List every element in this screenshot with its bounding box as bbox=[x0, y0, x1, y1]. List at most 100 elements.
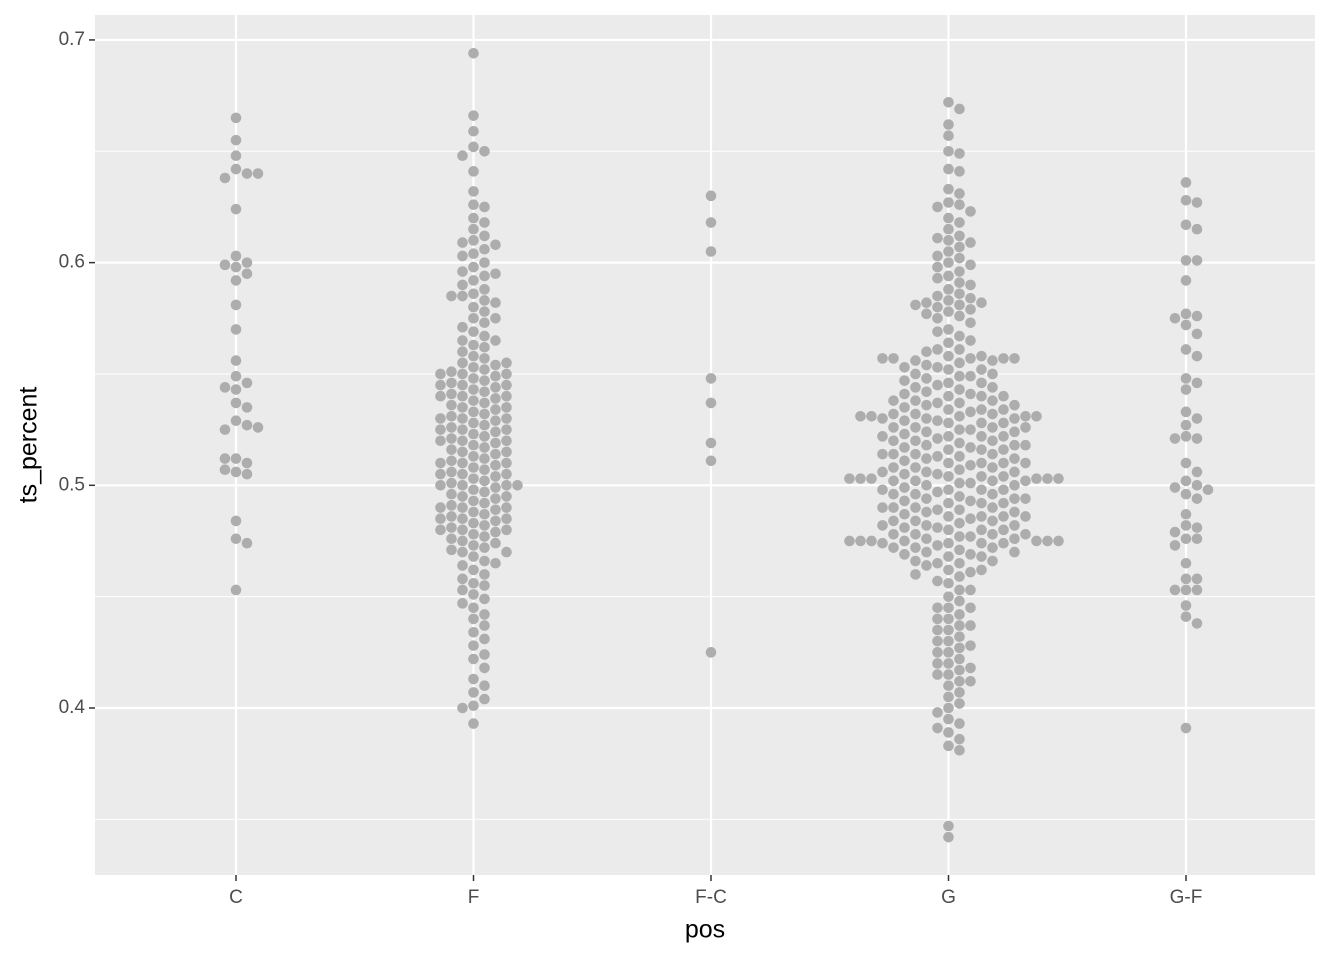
dot bbox=[1009, 493, 1020, 504]
dot bbox=[457, 446, 468, 458]
dot bbox=[1180, 308, 1192, 320]
dot bbox=[468, 125, 479, 137]
dot bbox=[954, 698, 965, 709]
dot bbox=[965, 388, 976, 400]
dot bbox=[1180, 520, 1192, 531]
dot bbox=[910, 542, 921, 553]
dot bbox=[932, 397, 943, 409]
dot bbox=[490, 312, 501, 324]
dot bbox=[219, 259, 231, 271]
dot bbox=[230, 261, 242, 273]
dot bbox=[501, 502, 512, 513]
dot bbox=[435, 513, 446, 525]
dot bbox=[446, 500, 457, 511]
dot bbox=[230, 203, 242, 215]
dot bbox=[932, 647, 943, 658]
dot bbox=[241, 457, 253, 469]
dot bbox=[457, 379, 468, 391]
dot bbox=[932, 540, 943, 551]
dot bbox=[976, 444, 987, 455]
dot bbox=[1191, 197, 1203, 208]
dot bbox=[252, 168, 264, 179]
dot bbox=[468, 439, 479, 451]
dot bbox=[230, 384, 242, 395]
dot bbox=[490, 393, 501, 404]
dot bbox=[479, 295, 490, 306]
dot bbox=[954, 531, 965, 542]
dot bbox=[910, 435, 921, 447]
dot bbox=[490, 515, 501, 527]
dot bbox=[1191, 618, 1203, 629]
dot bbox=[457, 424, 468, 435]
dot bbox=[943, 295, 954, 306]
dot bbox=[998, 417, 1009, 429]
dot bbox=[435, 413, 446, 424]
dot bbox=[943, 235, 954, 246]
dot bbox=[932, 486, 943, 498]
dot bbox=[479, 341, 490, 353]
dot bbox=[877, 484, 888, 496]
dot bbox=[230, 250, 242, 262]
dot bbox=[976, 551, 987, 562]
dot bbox=[468, 577, 479, 589]
dot bbox=[943, 484, 954, 496]
dot bbox=[943, 691, 954, 703]
dot bbox=[899, 495, 910, 507]
dot bbox=[479, 649, 490, 660]
dot bbox=[888, 462, 899, 473]
dot bbox=[479, 555, 490, 567]
dot bbox=[987, 355, 998, 366]
dot bbox=[219, 464, 231, 476]
dot bbox=[501, 480, 512, 491]
dot bbox=[932, 635, 943, 647]
dot bbox=[943, 212, 954, 224]
dot bbox=[943, 257, 954, 268]
dot bbox=[943, 564, 954, 576]
dot bbox=[932, 624, 943, 636]
dot bbox=[501, 357, 512, 369]
dot bbox=[1180, 384, 1192, 395]
dot bbox=[943, 624, 954, 636]
dot bbox=[976, 364, 987, 375]
dot bbox=[1020, 511, 1031, 522]
dot bbox=[457, 346, 468, 357]
dot bbox=[501, 435, 512, 447]
dot bbox=[490, 426, 501, 438]
dot bbox=[921, 373, 932, 384]
dot bbox=[998, 431, 1009, 442]
dot bbox=[490, 526, 501, 538]
dot bbox=[932, 613, 943, 625]
dot bbox=[1191, 433, 1203, 444]
dot bbox=[1180, 344, 1192, 355]
dot bbox=[468, 551, 479, 562]
dot bbox=[490, 370, 501, 382]
dot bbox=[888, 515, 899, 527]
dot bbox=[932, 557, 943, 569]
dot bbox=[479, 386, 490, 398]
dot bbox=[501, 402, 512, 413]
dot bbox=[1180, 406, 1192, 418]
dot bbox=[241, 402, 253, 413]
x-tick-label: F bbox=[468, 887, 480, 908]
dot bbox=[943, 444, 954, 455]
dot bbox=[479, 486, 490, 498]
dot bbox=[943, 284, 954, 295]
dot bbox=[965, 292, 976, 304]
dot bbox=[899, 428, 910, 440]
dot bbox=[490, 493, 501, 504]
dot bbox=[998, 537, 1009, 549]
dot bbox=[965, 459, 976, 471]
x-tick-label: C bbox=[229, 887, 243, 908]
dot bbox=[1180, 419, 1192, 431]
dot bbox=[479, 317, 490, 329]
dot bbox=[954, 277, 965, 288]
y-tick-label: 0.4 bbox=[59, 697, 86, 718]
dot bbox=[1009, 546, 1020, 558]
dot bbox=[435, 524, 446, 536]
dot bbox=[954, 241, 965, 253]
dot bbox=[501, 468, 512, 480]
dot bbox=[987, 368, 998, 380]
dot bbox=[987, 475, 998, 487]
dot bbox=[490, 471, 501, 482]
